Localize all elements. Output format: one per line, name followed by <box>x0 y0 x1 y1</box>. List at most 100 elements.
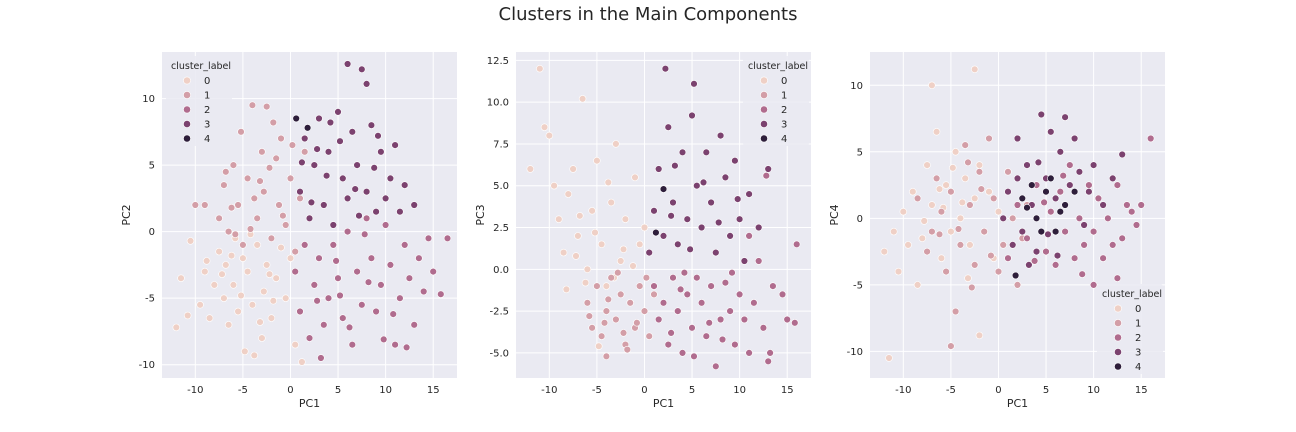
scatter-point-cluster-4 <box>652 228 660 237</box>
scatter-point-cluster-1 <box>966 201 974 209</box>
scatter-point-cluster-0 <box>994 208 1003 216</box>
x-axis-label: PC1 <box>653 397 674 410</box>
scatter-point-cluster-2 <box>372 307 380 316</box>
x-tick-label: -5 <box>592 385 602 396</box>
scatter-point-cluster-2 <box>317 354 325 362</box>
scatter-point-cluster-2 <box>1070 254 1079 262</box>
scatter-point-cluster-2 <box>1127 208 1136 216</box>
scatter-point-cluster-1 <box>243 174 252 183</box>
scatter-point-cluster-2 <box>380 335 388 344</box>
scatter-point-cluster-1 <box>1013 281 1022 289</box>
scatter-point-cluster-2 <box>1132 221 1141 229</box>
scatter-point-cluster-4 <box>1032 214 1041 223</box>
scatter-point-cluster-2 <box>386 261 395 269</box>
scatter-point-cluster-3 <box>362 188 371 196</box>
scatter-point-cluster-3 <box>1066 181 1074 189</box>
scatter-point-cluster-2 <box>310 281 318 289</box>
legend-marker <box>183 91 191 99</box>
scatter-point-cluster-2 <box>766 349 774 357</box>
scatter-point-cluster-1 <box>602 307 611 315</box>
y-tick-label: -10 <box>139 360 155 371</box>
scatter-point-cluster-4 <box>303 124 312 132</box>
scatter-point-cluster-3 <box>733 195 742 203</box>
y-tick-label: 2.5 <box>493 223 509 234</box>
scatter-point-cluster-2 <box>705 319 713 327</box>
scatter-point-cluster-2 <box>716 315 725 324</box>
legend-entry-label: 4 <box>1135 362 1141 373</box>
scatter-point-cluster-1 <box>277 134 285 143</box>
scatter-point-cluster-2 <box>728 269 736 277</box>
scatter-point-cluster-1 <box>947 342 955 350</box>
scatter-point-cluster-2 <box>415 254 423 262</box>
scatter-point-cluster-0 <box>267 314 276 322</box>
scatter-point-cluster-1 <box>935 230 944 239</box>
scatter-point-cluster-4 <box>1056 208 1065 216</box>
y-tick-label: -5 <box>853 280 863 291</box>
scatter-point-cluster-3 <box>1108 174 1117 183</box>
scatter-point-cluster-3 <box>1034 158 1043 167</box>
y-tick-label: -5.0 <box>489 348 509 359</box>
scatter-point-cluster-3 <box>336 137 344 145</box>
scatter-point-cluster-2 <box>348 341 356 349</box>
scatter-point-cluster-0 <box>263 261 271 269</box>
scatter-point-cluster-2 <box>401 241 409 249</box>
x-tick-label: 5 <box>1043 385 1049 396</box>
scatter-point-cluster-1 <box>602 352 611 360</box>
scatter-point-cluster-2 <box>1113 274 1122 282</box>
scatter-point-cluster-0 <box>248 301 257 309</box>
legend-title: cluster_label <box>171 61 231 72</box>
scatter-point-cluster-2 <box>718 335 727 344</box>
scatter-point-cluster-1 <box>275 201 283 209</box>
scatter-point-cluster-2 <box>792 240 801 249</box>
scatter-point-cluster-1 <box>642 274 651 282</box>
scatter-point-cluster-0 <box>607 198 615 207</box>
scatter-point-cluster-3 <box>745 190 753 198</box>
scatter-point-cluster-3 <box>674 240 682 249</box>
scatter-point-cluster-2 <box>377 281 385 289</box>
scatter-point-cluster-0 <box>928 201 936 209</box>
scatter-point-cluster-1 <box>288 141 297 149</box>
x-tick-label: 10 <box>733 385 746 396</box>
scatter-point-cluster-1 <box>239 241 247 249</box>
scatter-point-cluster-0 <box>602 282 611 290</box>
scatter-point-cluster-0 <box>298 358 306 366</box>
scatter-point-cluster-0 <box>975 331 984 340</box>
scatter-point-cluster-3 <box>1037 110 1046 119</box>
legend-marker <box>760 91 768 99</box>
scatter-point-cluster-3 <box>1099 201 1107 209</box>
scatter-point-cluster-3 <box>343 60 352 68</box>
scatter-point-cluster-2 <box>1094 194 1103 203</box>
scatter-point-cluster-0 <box>574 232 582 240</box>
scatter-point-cluster-2 <box>343 227 352 236</box>
scatter-point-cluster-3 <box>367 121 376 129</box>
scatter-point-cluster-2 <box>301 241 309 249</box>
scatter-point-cluster-2 <box>1056 188 1065 196</box>
scatter-point-cluster-1 <box>616 290 625 299</box>
scatter-point-cluster-3 <box>377 148 385 156</box>
legend-marker <box>1114 304 1122 313</box>
scatter-point-cluster-2 <box>1099 254 1107 262</box>
scatter-point-cluster-1 <box>215 214 223 223</box>
scatter-point-cluster-3 <box>386 174 395 183</box>
scatter-point-cluster-1 <box>928 227 936 236</box>
scatter-point-cluster-1 <box>923 247 931 256</box>
scatter-point-cluster-2 <box>410 321 418 329</box>
scatter-point-cluster-0 <box>559 248 568 257</box>
scatter-point-cluster-1 <box>650 290 658 299</box>
scatter-point-cluster-3 <box>1118 150 1126 159</box>
x-axis-label: PC1 <box>299 397 320 410</box>
scatter-point-cluster-0 <box>229 281 238 289</box>
scatter-point-cluster-2 <box>688 324 696 332</box>
scatter-point-cluster-0 <box>203 257 211 265</box>
scatter-point-cluster-0 <box>964 274 972 282</box>
scatter-point-cluster-3 <box>1056 148 1065 156</box>
scatter-point-cluster-1 <box>913 194 922 203</box>
x-tick-label: 10 <box>379 385 392 396</box>
scatter-point-cluster-1 <box>954 225 963 233</box>
scatter-point-cluster-2 <box>1059 172 1067 180</box>
scatter-point-cluster-3 <box>697 223 706 232</box>
scatter-point-cluster-0 <box>243 267 252 276</box>
scatter-point-cluster-2 <box>769 282 777 290</box>
scatter-point-cluster-0 <box>970 65 979 74</box>
scatter-point-cluster-0 <box>269 297 277 305</box>
